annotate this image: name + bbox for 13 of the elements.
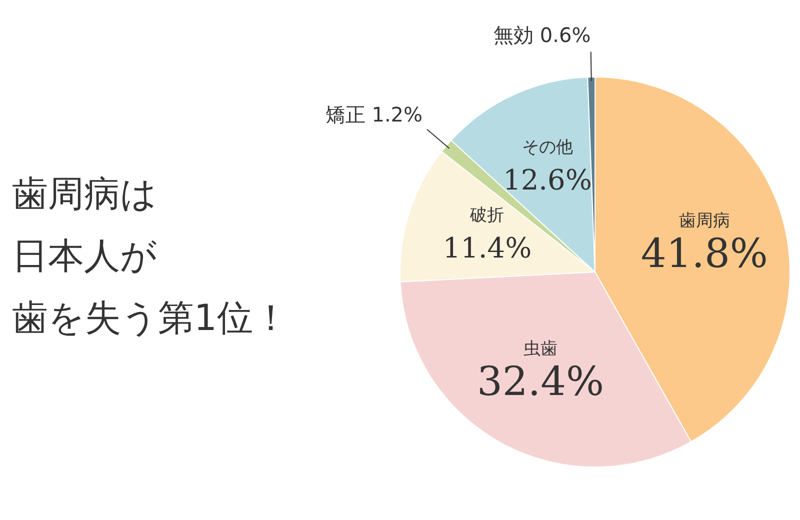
data-label: 41.8%: [640, 231, 768, 278]
data-label: 12.6%: [503, 163, 592, 196]
text: 歯を失う第1位！: [12, 298, 289, 339]
data-label: 11.4%: [442, 232, 532, 265]
text: 歯周病は: [12, 174, 157, 215]
slice-label: その他: [522, 137, 573, 158]
slice-label: 破折: [469, 206, 504, 226]
slice-label: 無効 0.6%: [494, 22, 591, 47]
slice-label: 歯周病: [678, 211, 730, 232]
text: 日本人が: [12, 236, 157, 277]
slice-label: 矯正 1.2%: [325, 102, 423, 127]
slice-label: 虫歯: [524, 339, 558, 360]
data-label: 32.4%: [476, 359, 604, 406]
